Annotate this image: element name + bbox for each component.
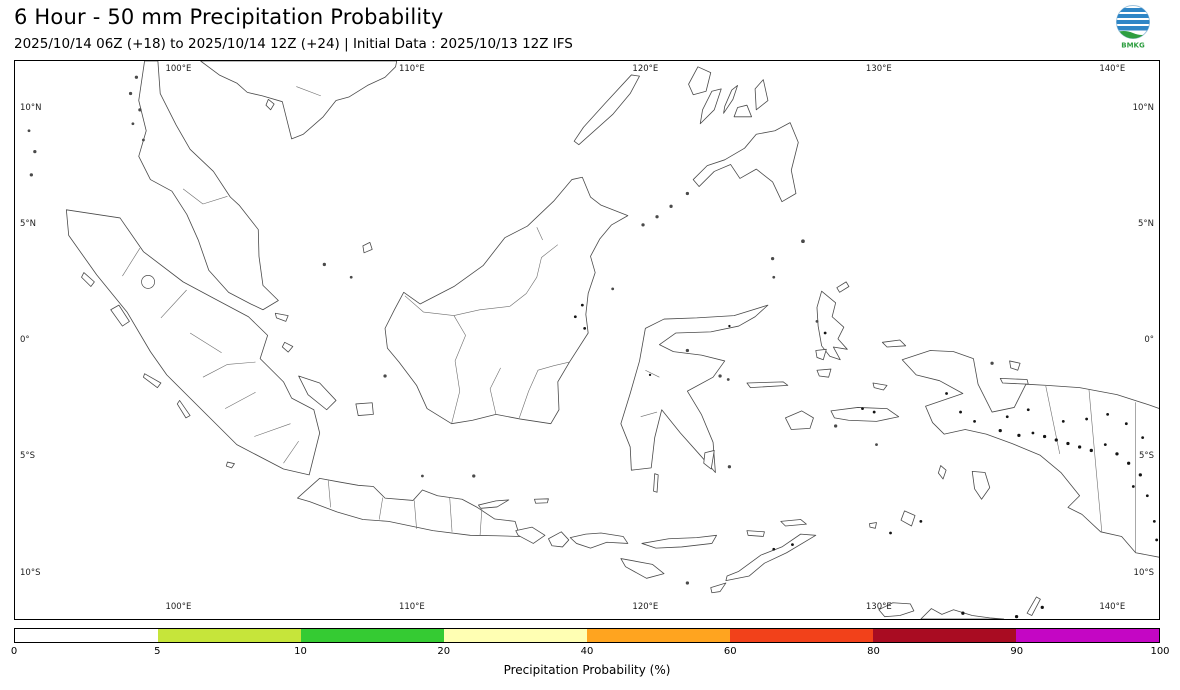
colorbar-segment xyxy=(301,629,444,642)
lon-tick-bottom: 140°E xyxy=(1099,601,1126,612)
colorbar-segment xyxy=(158,629,301,642)
lat-tick-right: 10°S xyxy=(1133,567,1154,578)
minor-islands xyxy=(82,67,1041,619)
map-frame: 100°E 100°E 110°E 110°E 120°E 120°E 130°E 130°E… xyxy=(14,60,1160,620)
lon-tick-top: 120°E xyxy=(632,64,659,74)
map-speckles xyxy=(573,303,1159,619)
land-indochina xyxy=(201,61,397,139)
colorbar-ticks: 0 5 10 20 40 60 80 90 100 xyxy=(10,646,1170,659)
lat-tick-left: 10°N xyxy=(20,102,42,113)
colorbar-segment xyxy=(587,629,730,642)
land-seram xyxy=(831,407,899,421)
lat-tick-left: 5°N xyxy=(20,218,37,229)
land-timor xyxy=(726,534,816,581)
islet-dots xyxy=(27,75,994,585)
bmkg-logo: BMKG xyxy=(1112,3,1154,53)
land-buru xyxy=(785,411,813,430)
colorbar-segment xyxy=(1016,629,1159,642)
colorbar-tick-label: 20 xyxy=(437,646,451,657)
lon-tick-bottom: 110°E xyxy=(398,601,425,612)
bmkg-logo-globe: BMKG xyxy=(1116,5,1150,50)
lat-tick-left: 5°S xyxy=(20,451,36,461)
coastline-map xyxy=(27,61,1159,619)
land-halmahera xyxy=(817,291,847,360)
internal-borders xyxy=(122,87,1135,553)
colorbar-tick-label: 100 xyxy=(1150,646,1170,657)
land-papua xyxy=(902,350,1159,558)
land-java xyxy=(297,478,519,536)
lat-tick-right: 0° xyxy=(1144,334,1154,345)
colorbar-tick-label: 10 xyxy=(294,646,307,657)
land-borneo xyxy=(385,177,628,423)
colorbar-segment xyxy=(873,629,1016,642)
land-malay-peninsula xyxy=(139,61,279,310)
colorbar-segment xyxy=(444,629,587,642)
colorbar-tick-label: 80 xyxy=(867,646,880,657)
colorbar-segment xyxy=(15,629,158,642)
colorbar xyxy=(14,628,1160,643)
lon-tick-bottom: 120°E xyxy=(632,601,659,612)
colorbar-tick-label: 60 xyxy=(723,646,737,657)
lat-tick-left: 0° xyxy=(20,334,30,345)
colorbar-tick-label: 5 xyxy=(154,646,161,657)
page-subtitle: 2025/10/14 06Z (+18) to 2025/10/14 12Z (… xyxy=(14,36,573,52)
lon-tick-top: 130°E xyxy=(865,64,892,74)
lat-tick-right: 10°N xyxy=(1132,102,1154,113)
lon-tick-bottom: 100°E xyxy=(165,601,192,612)
land-sulawesi xyxy=(621,305,768,472)
lon-tick-top: 100°E xyxy=(165,64,192,74)
lat-tick-right: 5°S xyxy=(1138,451,1154,461)
colorbar-tick-label: 90 xyxy=(1010,646,1024,657)
landmasses xyxy=(66,61,1159,581)
page-title: 6 Hour - 50 mm Precipitation Probability xyxy=(14,5,444,29)
land-mindanao xyxy=(693,123,798,202)
lat-tick-left: 10°S xyxy=(20,567,41,578)
bmkg-logo-text: BMKG xyxy=(1121,42,1145,50)
lon-tick-top: 110°E xyxy=(398,64,425,74)
lat-tick-right: 5°N xyxy=(1137,218,1154,229)
colorbar-label: Precipitation Probability (%) xyxy=(503,663,671,677)
lon-tick-bottom: 130°E xyxy=(865,601,892,612)
colorbar-segment xyxy=(730,629,873,642)
land-palawan xyxy=(574,75,639,145)
land-sumatra xyxy=(66,210,319,475)
lon-tick-top: 140°E xyxy=(1099,64,1126,74)
colorbar-tick-label: 0 xyxy=(10,646,18,657)
colorbar-tick-label: 40 xyxy=(580,646,594,657)
